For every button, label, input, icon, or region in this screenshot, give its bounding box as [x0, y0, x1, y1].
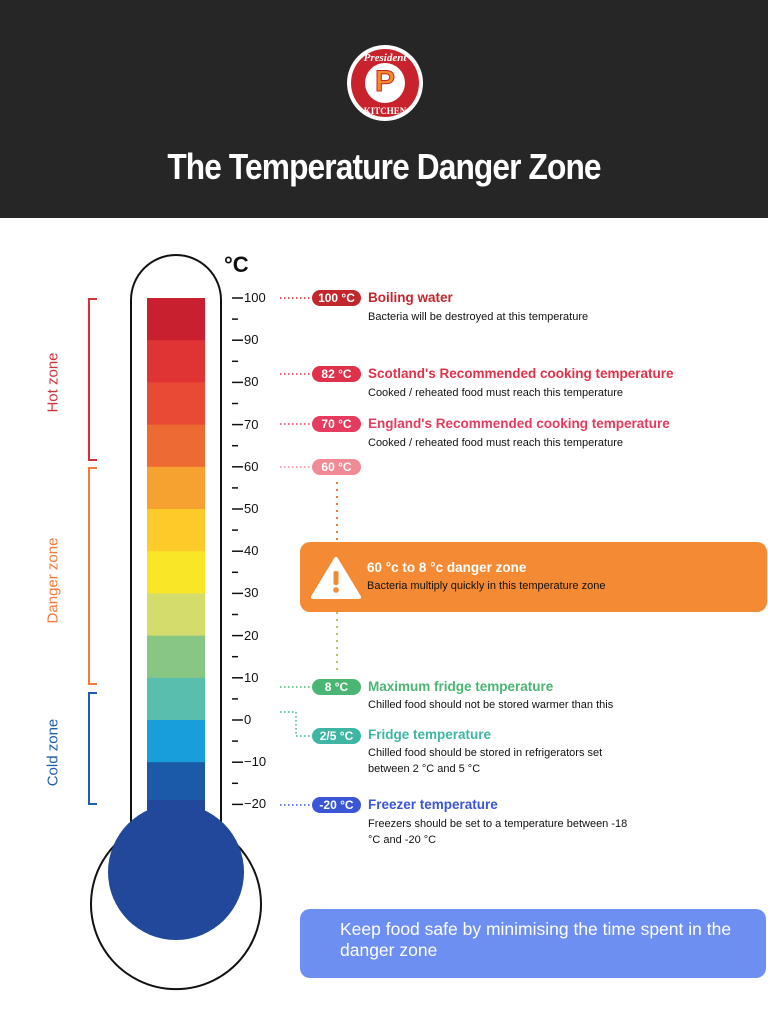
- tick-label: 70: [244, 416, 259, 432]
- tick-label: 100: [244, 290, 266, 305]
- annotation-title-england: England's Recommended cooking temperatur…: [368, 416, 670, 431]
- thermometer-segment: [147, 593, 205, 637]
- tick-label: 80: [244, 374, 259, 390]
- unit-label: °C: [224, 252, 249, 277]
- thermometer-outline: [90, 254, 262, 991]
- annotation-title-max-fridge: Maximum fridge temperature: [368, 679, 554, 694]
- warning-icon: [311, 557, 361, 599]
- thermometer-segment: [147, 762, 205, 805]
- thermometer-segment: [147, 298, 205, 341]
- tick-label: 30: [244, 585, 259, 601]
- president-kitchen-logo: P President KITCHEN: [347, 45, 423, 121]
- danger-box-desc: Bacteria multiply quickly in this temper…: [367, 580, 606, 592]
- annotation-title-scotland: Scotland's Recommended cooking temperatu…: [368, 366, 674, 381]
- hot-zone-bracket: [88, 298, 97, 461]
- annotation-title-freezer: Freezer temperature: [368, 797, 498, 812]
- thermometer-bulb: [108, 804, 244, 940]
- thermometer-ticks: [232, 297, 243, 806]
- pill-82: 82 °C: [312, 366, 361, 382]
- pill-70: 70 °C: [312, 416, 361, 432]
- thermometer-segment: [147, 635, 205, 679]
- thermometer-segment: [147, 466, 205, 510]
- thermometer-segment: [147, 551, 205, 594]
- annotation-desc-scotland: Cooked / reheated food must reach this t…: [368, 387, 623, 399]
- connector-2-5: [280, 711, 310, 737]
- logo-text-top: President: [364, 52, 408, 64]
- thermometer-segment: [147, 424, 205, 468]
- annotation-desc-england: Cooked / reheated food must reach this t…: [368, 437, 623, 449]
- pill-100: 100 °C: [312, 290, 361, 306]
- annotation-desc-boiling: Bacteria will be destroyed at this tempe…: [368, 311, 589, 323]
- danger-zone-box: [300, 542, 767, 612]
- thermometer-segment: [147, 340, 205, 383]
- tick-label: 0: [244, 712, 252, 727]
- annotation-desc-fridge: Chilled food should be stored in refrige…: [368, 747, 603, 775]
- pill-8: 8 °C: [312, 679, 361, 695]
- tick-label: 10: [244, 669, 259, 685]
- pill-2-5: 2/5 °C: [312, 728, 361, 744]
- thermometer-segment: [147, 382, 205, 426]
- cold-zone-label: Cold zone: [44, 718, 62, 787]
- annotation-title-boiling: Boiling water: [368, 290, 453, 305]
- cold-zone-bracket: [88, 692, 97, 805]
- tick-label: 50: [244, 501, 259, 516]
- thermometer-segment: [147, 509, 205, 552]
- hot-zone-label: Hot zone: [44, 352, 62, 413]
- danger-box-title: 60 °c to 8 °c danger zone: [367, 560, 527, 575]
- thermometer-segment: [147, 720, 205, 763]
- annotation-desc-max-fridge: Chilled food should not be stored warmer…: [368, 699, 614, 711]
- thermometer-segment: [147, 677, 205, 721]
- logo-text-bottom: KITCHEN: [364, 106, 407, 116]
- page-title: The Temperature Danger Zone: [167, 146, 601, 187]
- danger-zone-label: Danger zone: [44, 537, 62, 624]
- safety-tip-box: [300, 909, 766, 978]
- tick-label: 60: [244, 458, 259, 474]
- bulb-neck: [147, 800, 205, 820]
- tick-label: −10: [244, 754, 267, 770]
- pill-minus-20: -20 °C: [312, 797, 361, 813]
- logo-letter: P: [375, 65, 395, 98]
- tick-label: 40: [244, 543, 259, 559]
- danger-zone-bracket: [88, 467, 97, 685]
- annotation-desc-freezer: Freezers should be set to a temperature …: [368, 818, 628, 846]
- tick-label: 90: [244, 332, 259, 348]
- thermometer-segments: [147, 298, 205, 805]
- pill-60: 60 °C: [312, 459, 361, 475]
- tick-label: 20: [244, 627, 259, 643]
- tick-label: −20: [244, 796, 267, 812]
- safety-tip-text: Keep food safe by minimising the time sp…: [340, 919, 732, 960]
- annotation-title-fridge: Fridge temperature: [368, 727, 492, 742]
